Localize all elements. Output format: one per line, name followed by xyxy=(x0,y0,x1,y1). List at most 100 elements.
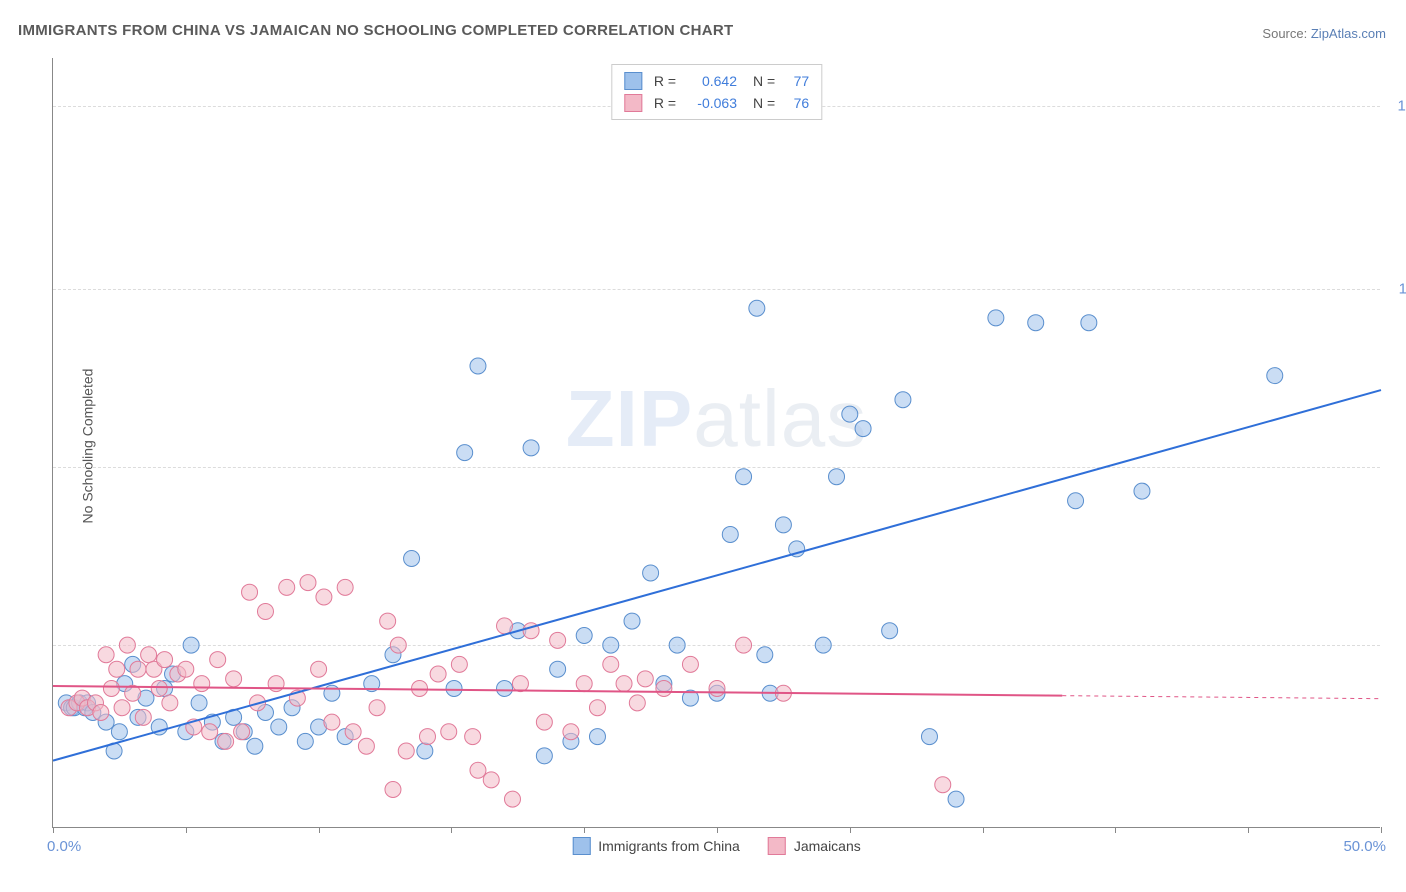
data-point xyxy=(1068,493,1084,509)
x-tick xyxy=(451,827,452,833)
data-point xyxy=(412,680,428,696)
data-point xyxy=(589,700,605,716)
data-point xyxy=(576,676,592,692)
source-link[interactable]: ZipAtlas.com xyxy=(1311,26,1386,41)
x-tick xyxy=(1115,827,1116,833)
data-point xyxy=(815,637,831,653)
data-point xyxy=(385,782,401,798)
x-tick xyxy=(850,827,851,833)
y-tick-label: 7.5% xyxy=(1385,459,1406,476)
data-point xyxy=(948,791,964,807)
data-point xyxy=(470,762,486,778)
chart-container: IMMIGRANTS FROM CHINA VS JAMAICAN NO SCH… xyxy=(0,0,1406,892)
data-point xyxy=(643,565,659,581)
data-point xyxy=(109,661,125,677)
data-point xyxy=(637,671,653,687)
data-point xyxy=(103,680,119,696)
legend-item: Immigrants from China xyxy=(572,837,740,855)
data-point xyxy=(157,652,173,668)
data-point xyxy=(470,358,486,374)
x-tick xyxy=(186,827,187,833)
data-point xyxy=(457,445,473,461)
data-point xyxy=(629,695,645,711)
y-tick-label: 11.2% xyxy=(1385,281,1406,298)
scatter-svg xyxy=(53,58,1380,827)
data-point xyxy=(523,440,539,456)
data-point xyxy=(398,743,414,759)
data-point xyxy=(268,676,284,692)
data-point xyxy=(536,748,552,764)
data-point xyxy=(497,618,513,634)
x-tick xyxy=(53,827,54,833)
data-point xyxy=(369,700,385,716)
data-point xyxy=(404,551,420,567)
data-point xyxy=(417,743,433,759)
trend-line-extrapolated xyxy=(1062,696,1381,699)
data-point xyxy=(300,575,316,591)
data-point xyxy=(736,637,752,653)
legend-swatch xyxy=(572,837,590,855)
data-point xyxy=(882,623,898,639)
data-point xyxy=(114,700,130,716)
data-point xyxy=(130,661,146,677)
data-point xyxy=(234,724,250,740)
data-point xyxy=(358,738,374,754)
data-point xyxy=(242,584,258,600)
data-point xyxy=(441,724,457,740)
x-tick xyxy=(1381,827,1382,833)
data-point xyxy=(419,729,435,745)
x-axis-min-label: 0.0% xyxy=(47,838,81,855)
data-point xyxy=(1134,483,1150,499)
data-point xyxy=(512,676,528,692)
data-point xyxy=(194,676,210,692)
data-point xyxy=(257,603,273,619)
data-point xyxy=(465,729,481,745)
data-point xyxy=(202,724,218,740)
series-legend: Immigrants from China Jamaicans xyxy=(572,837,861,855)
data-point xyxy=(497,680,513,696)
y-tick-label: 3.8% xyxy=(1385,637,1406,654)
data-point xyxy=(656,680,672,696)
data-point xyxy=(226,671,242,687)
data-point xyxy=(722,526,738,542)
data-point xyxy=(247,738,263,754)
data-point xyxy=(536,714,552,730)
data-point xyxy=(757,647,773,663)
legend-item: Jamaicans xyxy=(768,837,861,855)
data-point xyxy=(446,680,462,696)
source-attribution: Source: ZipAtlas.com xyxy=(1262,26,1386,41)
data-point xyxy=(98,647,114,663)
data-point xyxy=(191,695,207,711)
data-point xyxy=(345,724,361,740)
data-point xyxy=(111,724,127,740)
data-point xyxy=(842,406,858,422)
data-point xyxy=(624,613,640,629)
x-tick xyxy=(584,827,585,833)
data-point xyxy=(316,589,332,605)
data-point xyxy=(921,729,937,745)
trend-line xyxy=(53,390,1381,761)
data-point xyxy=(483,772,499,788)
legend-swatch xyxy=(768,837,786,855)
data-point xyxy=(988,310,1004,326)
data-point xyxy=(178,661,194,677)
data-point xyxy=(504,791,520,807)
data-point xyxy=(218,733,234,749)
data-point xyxy=(775,517,791,533)
plot-area: ZIPatlas 3.8%7.5%11.2%15.0% 0.0% 50.0% R… xyxy=(52,58,1380,828)
legend-label: Immigrants from China xyxy=(598,838,740,854)
data-point xyxy=(324,714,340,730)
data-point xyxy=(616,676,632,692)
chart-title: IMMIGRANTS FROM CHINA VS JAMAICAN NO SCH… xyxy=(18,22,734,39)
data-point xyxy=(749,300,765,316)
data-point xyxy=(669,637,685,653)
data-point xyxy=(297,733,313,749)
data-point xyxy=(855,421,871,437)
data-point xyxy=(603,656,619,672)
data-point xyxy=(829,469,845,485)
data-point xyxy=(935,777,951,793)
data-point xyxy=(271,719,287,735)
data-point xyxy=(563,724,579,740)
data-point xyxy=(709,680,725,696)
data-point xyxy=(279,579,295,595)
